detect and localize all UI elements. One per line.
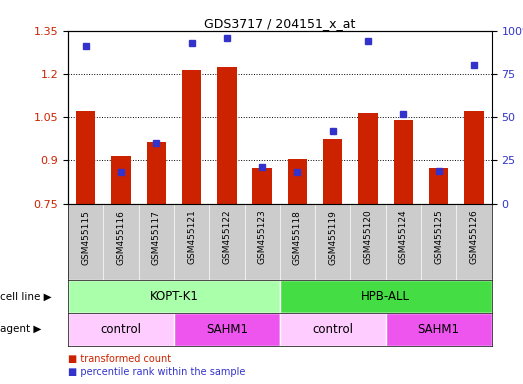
Text: GSM455115: GSM455115 — [81, 210, 90, 265]
Text: control: control — [100, 323, 141, 336]
Text: GSM455119: GSM455119 — [328, 210, 337, 265]
Text: ■ percentile rank within the sample: ■ percentile rank within the sample — [68, 367, 245, 377]
Bar — [253, 167, 272, 204]
Text: GSM455123: GSM455123 — [258, 210, 267, 265]
Bar — [111, 156, 131, 204]
Bar — [323, 139, 343, 204]
Title: GDS3717 / 204151_x_at: GDS3717 / 204151_x_at — [204, 17, 356, 30]
Bar — [464, 111, 484, 204]
Bar — [68, 280, 280, 313]
Bar — [280, 280, 492, 313]
Text: GSM455120: GSM455120 — [363, 210, 372, 265]
Bar — [182, 70, 201, 204]
Bar — [174, 313, 280, 346]
Text: cell line ▶: cell line ▶ — [0, 291, 52, 302]
Text: GSM455118: GSM455118 — [293, 210, 302, 265]
Text: GSM455126: GSM455126 — [470, 210, 479, 265]
Text: GSM455122: GSM455122 — [222, 210, 231, 264]
Text: agent ▶: agent ▶ — [0, 324, 41, 334]
Text: KOPT-K1: KOPT-K1 — [150, 290, 198, 303]
Bar — [146, 142, 166, 204]
Text: GSM455117: GSM455117 — [152, 210, 161, 265]
Bar — [280, 313, 385, 346]
Text: ■ transformed count: ■ transformed count — [68, 354, 171, 364]
Text: SAHM1: SAHM1 — [418, 323, 460, 336]
Text: GSM455116: GSM455116 — [117, 210, 126, 265]
Bar — [385, 313, 492, 346]
Bar — [358, 113, 378, 204]
Bar — [217, 67, 236, 204]
Text: GSM455125: GSM455125 — [434, 210, 443, 265]
Text: GSM455124: GSM455124 — [399, 210, 408, 264]
Text: GSM455121: GSM455121 — [187, 210, 196, 265]
Bar — [76, 111, 95, 204]
Text: control: control — [312, 323, 353, 336]
Bar — [429, 167, 448, 204]
Text: HPB-ALL: HPB-ALL — [361, 290, 410, 303]
Bar — [288, 159, 307, 204]
Bar — [68, 313, 174, 346]
Bar — [394, 120, 413, 204]
Text: SAHM1: SAHM1 — [206, 323, 248, 336]
